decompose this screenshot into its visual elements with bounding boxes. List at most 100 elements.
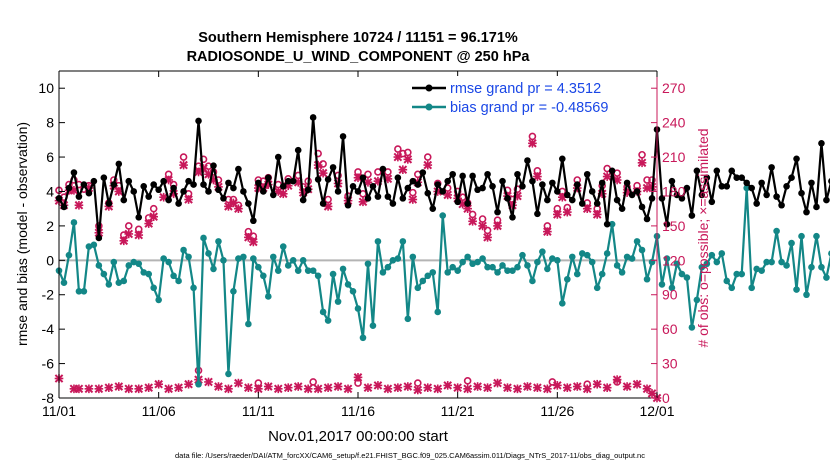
bias-point xyxy=(409,253,417,261)
bias-point xyxy=(489,263,496,271)
bias-point xyxy=(698,263,706,271)
obs-assimilated-marker xyxy=(468,216,477,226)
rmse-point xyxy=(479,184,486,192)
rmse-point xyxy=(583,170,591,178)
bias-point xyxy=(210,265,217,273)
bias-point xyxy=(299,257,307,264)
rmse-point xyxy=(748,184,755,192)
rmse-point xyxy=(559,155,566,163)
rmse-point xyxy=(608,167,616,175)
bias-point xyxy=(260,272,267,280)
rmse-point xyxy=(778,201,785,209)
obs-assimilated-marker xyxy=(473,382,482,391)
obs-assimilated-marker xyxy=(647,389,657,398)
bias-point xyxy=(529,277,536,285)
rmse-point xyxy=(100,174,108,182)
rmse-point xyxy=(70,169,78,176)
bias-point xyxy=(539,248,546,256)
obs-assimilated-marker xyxy=(318,168,328,178)
bias-point xyxy=(708,251,716,259)
rmse-point xyxy=(633,188,641,195)
rmse-point xyxy=(220,195,227,202)
obs-possible-marker xyxy=(149,204,158,213)
rmse-point xyxy=(309,114,317,121)
legend: rmse grand pr = 4.3512 bias grand pr = -… xyxy=(408,76,648,118)
bias-point xyxy=(618,269,626,276)
bias-point xyxy=(105,281,113,288)
bias-point xyxy=(748,284,755,292)
obs-assimilated-marker xyxy=(273,384,283,394)
obs-assimilated-marker xyxy=(323,383,333,392)
rmse-point xyxy=(284,177,292,185)
rmse-point xyxy=(419,169,427,176)
bias-point xyxy=(294,267,302,274)
obs-assimilated-marker xyxy=(592,379,602,389)
obs-assimilated-marker xyxy=(234,204,243,214)
rmse-point xyxy=(205,188,212,195)
bias-point xyxy=(733,270,741,278)
rmse-point xyxy=(155,186,162,194)
obs-assimilated-marker xyxy=(403,382,413,391)
obs-assimilated-marker xyxy=(343,384,353,394)
rmse-point xyxy=(215,186,222,194)
obs-assimilated-marker xyxy=(513,384,522,394)
obs-assimilated-marker xyxy=(124,229,134,239)
rmse-point xyxy=(374,193,382,200)
axes: 11/01 11/06 11/11 11/16 11/21 11/26 12/01 -8 -6 -… xyxy=(38,70,686,419)
obs-possible-marker xyxy=(374,168,382,176)
rmse-point xyxy=(573,181,581,188)
rmse-point xyxy=(364,195,372,202)
bias-point xyxy=(245,320,252,328)
bias-point xyxy=(663,255,671,262)
bias-point xyxy=(190,284,197,292)
rmse-point xyxy=(85,189,93,197)
x-tick-label: 11/01 xyxy=(42,403,76,419)
obs-assimilated-marker xyxy=(403,155,413,164)
bias-point xyxy=(354,305,362,312)
obs-assimilated-marker xyxy=(214,382,223,391)
bias-point xyxy=(608,220,616,228)
x-tick-label: 11/11 xyxy=(242,403,275,419)
rmse-point xyxy=(763,191,770,199)
rmse-point xyxy=(354,188,362,195)
bias-point xyxy=(673,260,681,268)
obs-assimilated-marker xyxy=(408,195,418,204)
bias-point xyxy=(713,258,721,266)
bias-point xyxy=(265,293,272,300)
bias-point xyxy=(628,255,636,262)
bias-point xyxy=(743,184,750,192)
bias-point xyxy=(60,279,68,286)
y-axis-label: rmse and bias (model - observation) xyxy=(14,122,30,346)
bias-point xyxy=(404,315,412,323)
x-tick-label: 11/16 xyxy=(341,403,375,419)
rmse-point xyxy=(314,176,322,183)
rmse-point xyxy=(120,196,128,204)
obs-assimilated-marker xyxy=(74,200,84,210)
bias-point xyxy=(703,260,711,268)
obs-assimilated-marker xyxy=(94,384,104,394)
obs-assimilated-marker xyxy=(413,385,423,395)
bias-point xyxy=(250,255,257,262)
rmse-point xyxy=(723,183,731,190)
bias-point xyxy=(429,269,437,276)
bias-point xyxy=(479,255,486,262)
rmse-point xyxy=(180,188,187,195)
bias-point xyxy=(738,270,746,278)
rmse-point xyxy=(130,188,138,195)
obs-assimilated-marker xyxy=(154,379,163,389)
y-tick-label: -6 xyxy=(42,356,55,372)
rmse-point xyxy=(753,200,760,207)
obs-assimilated-marker xyxy=(224,384,233,394)
rmse-point xyxy=(150,181,157,188)
rmse-point xyxy=(269,191,277,199)
bias-point xyxy=(185,253,192,261)
rmse-point xyxy=(289,177,297,185)
obs-possible-marker xyxy=(643,176,651,184)
bias-point xyxy=(424,272,432,280)
bias-point xyxy=(803,291,810,299)
obs-assimilated-marker xyxy=(398,165,408,174)
bias-point xyxy=(75,287,83,295)
bias-point xyxy=(464,253,471,261)
obs-possible-marker xyxy=(364,170,372,179)
obs-assimilated-marker xyxy=(463,384,472,394)
